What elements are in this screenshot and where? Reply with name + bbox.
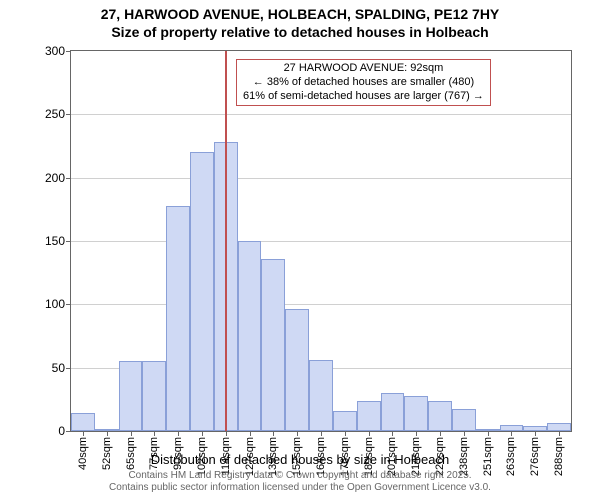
bar — [166, 206, 190, 431]
gridline — [71, 304, 571, 305]
ytick-mark — [66, 368, 71, 369]
bar — [452, 409, 476, 431]
histogram-chart: 05010015020025030040sqm52sqm65sqm77sqm90… — [70, 50, 572, 432]
xtick-mark — [154, 431, 155, 436]
xtick-mark — [273, 431, 274, 436]
bar — [381, 393, 405, 431]
xtick-mark — [131, 431, 132, 436]
x-axis-title: Distribution of detached houses by size … — [0, 452, 600, 467]
ytick-mark — [66, 431, 71, 432]
footer-line-1: Contains HM Land Registry data © Crown c… — [0, 470, 600, 482]
xtick-mark — [107, 431, 108, 436]
xtick-mark — [511, 431, 512, 436]
xtick-mark — [464, 431, 465, 436]
bar — [142, 361, 166, 431]
gridline — [71, 114, 571, 115]
bar — [309, 360, 333, 431]
annotation-box: 27 HARWOOD AVENUE: 92sqm ← 38% of detach… — [236, 59, 491, 106]
xtick-mark — [369, 431, 370, 436]
ytick-mark — [66, 51, 71, 52]
ytick-label: 100 — [45, 297, 65, 311]
xtick-mark — [178, 431, 179, 436]
footer-line-2: Contains public sector information licen… — [0, 482, 600, 494]
xtick-mark — [226, 431, 227, 436]
bar — [261, 259, 285, 431]
ytick-label: 200 — [45, 171, 65, 185]
bar — [238, 241, 262, 431]
ytick-mark — [66, 114, 71, 115]
annotation-line-2: ← 38% of detached houses are smaller (48… — [243, 76, 484, 90]
xtick-mark — [83, 431, 84, 436]
xtick-mark — [297, 431, 298, 436]
ytick-label: 50 — [52, 361, 65, 375]
bar — [547, 423, 571, 431]
title-line-1: 27, HARWOOD AVENUE, HOLBEACH, SPALDING, … — [0, 6, 600, 24]
bar — [404, 396, 428, 431]
bar — [333, 411, 357, 431]
xtick-mark — [392, 431, 393, 436]
bar — [428, 401, 452, 431]
ytick-mark — [66, 178, 71, 179]
gridline — [71, 241, 571, 242]
annotation-line-3: 61% of semi-detached houses are larger (… — [243, 90, 484, 104]
xtick-mark — [321, 431, 322, 436]
chart-title: 27, HARWOOD AVENUE, HOLBEACH, SPALDING, … — [0, 0, 600, 41]
xtick-mark — [250, 431, 251, 436]
ytick-mark — [66, 304, 71, 305]
ytick-label: 250 — [45, 107, 65, 121]
xtick-mark — [345, 431, 346, 436]
annotation-line-1: 27 HARWOOD AVENUE: 92sqm — [243, 62, 484, 76]
gridline — [71, 178, 571, 179]
footer-attribution: Contains HM Land Registry data © Crown c… — [0, 470, 600, 494]
ytick-label: 300 — [45, 44, 65, 58]
bar — [357, 401, 381, 431]
xtick-mark — [535, 431, 536, 436]
marker-line — [225, 51, 227, 431]
xtick-mark — [559, 431, 560, 436]
ytick-label: 150 — [45, 234, 65, 248]
bar — [119, 361, 143, 431]
bar — [285, 309, 309, 431]
xtick-mark — [488, 431, 489, 436]
title-line-2: Size of property relative to detached ho… — [0, 24, 600, 42]
bar — [71, 413, 95, 431]
bar — [190, 152, 214, 431]
ytick-label: 0 — [58, 424, 65, 438]
ytick-mark — [66, 241, 71, 242]
xtick-mark — [202, 431, 203, 436]
xtick-mark — [416, 431, 417, 436]
xtick-mark — [440, 431, 441, 436]
